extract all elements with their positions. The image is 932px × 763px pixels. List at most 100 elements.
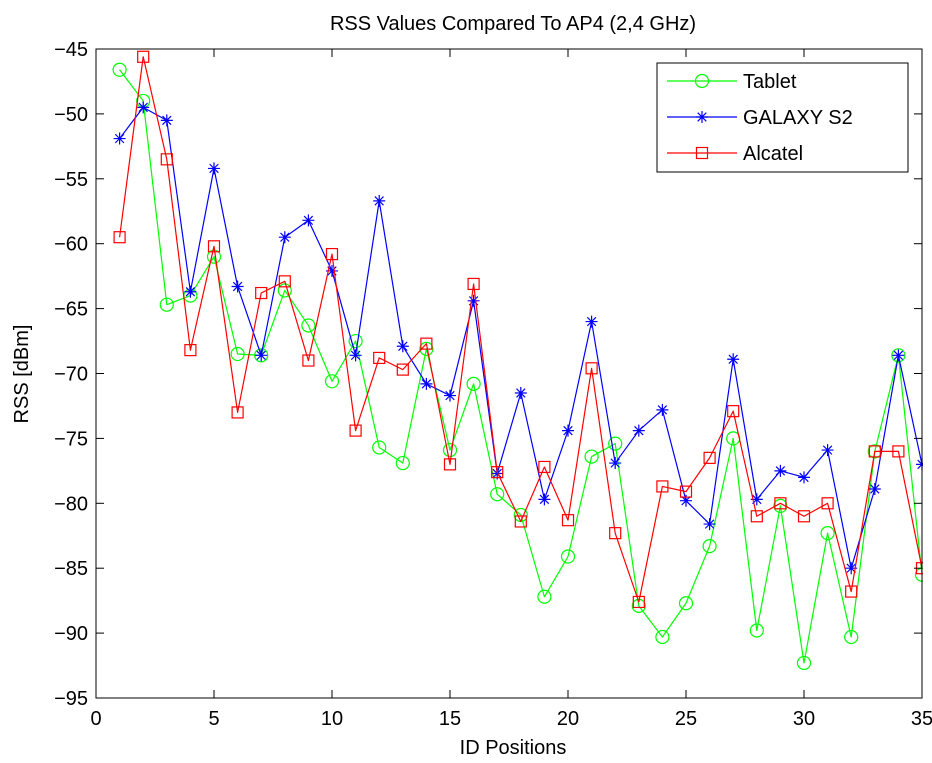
y-tick-label: −60 <box>54 234 88 256</box>
legend-entry-tablet: Tablet <box>667 71 797 93</box>
data-point-alcatel <box>160 153 173 166</box>
data-point-alcatel <box>703 451 716 464</box>
y-tick-label: −45 <box>54 39 88 61</box>
data-point-tablet <box>608 436 623 451</box>
data-point-galaxy-s2 <box>585 315 598 328</box>
x-tick-label: 35 <box>911 708 932 730</box>
data-point-alcatel <box>349 424 362 437</box>
data-point-tablet <box>749 623 764 638</box>
data-point-galaxy-s2 <box>113 132 126 145</box>
data-point-alcatel <box>774 497 787 510</box>
y-tick-label: −90 <box>54 623 88 645</box>
data-point-galaxy-s2 <box>774 464 787 477</box>
data-point-galaxy-s2 <box>892 349 905 362</box>
data-point-galaxy-s2 <box>396 340 409 353</box>
data-point-tablet <box>277 283 292 298</box>
data-point-alcatel <box>609 527 622 540</box>
data-point-tablet <box>230 346 245 362</box>
data-point-alcatel <box>302 354 315 367</box>
data-point-tablet <box>678 596 694 611</box>
x-axis-label: ID Positions <box>460 737 567 759</box>
data-point-tablet <box>301 318 316 333</box>
data-point-alcatel <box>420 337 433 350</box>
legend-label-tablet: Tablet <box>743 71 797 93</box>
y-axis-label: RSS [dBm] <box>11 325 33 424</box>
data-point-alcatel <box>113 231 126 244</box>
x-tick-label: 30 <box>793 708 815 730</box>
y-tick-label: −50 <box>54 104 88 126</box>
data-point-galaxy-s2 <box>845 562 858 575</box>
data-point-tablet <box>560 549 576 564</box>
data-point-alcatel <box>373 351 386 365</box>
y-tick-label: −95 <box>54 688 88 710</box>
data-point-tablet <box>844 629 859 645</box>
data-point-galaxy-s2 <box>184 285 197 298</box>
x-tick-label: 10 <box>321 708 343 730</box>
x-tick-label: 20 <box>557 708 579 730</box>
data-point-tablet <box>348 333 363 349</box>
y-tick-label: −85 <box>54 558 88 580</box>
x-tick-label: 0 <box>90 708 101 730</box>
legend-entry-alcatel: Alcatel <box>667 143 803 165</box>
data-point-alcatel <box>750 510 763 523</box>
data-point-tablet <box>655 629 670 645</box>
data-point-alcatel <box>561 514 575 527</box>
data-point-galaxy-s2 <box>302 214 315 227</box>
y-tick-label: −80 <box>54 493 88 515</box>
data-point-tablet <box>395 455 410 471</box>
data-point-tablet <box>796 655 812 671</box>
legend-label-galaxy-s2: GALAXY S2 <box>743 107 853 129</box>
data-point-galaxy-s2 <box>727 353 740 366</box>
data-point-alcatel <box>656 480 669 493</box>
data-point-galaxy-s2 <box>562 424 574 437</box>
data-point-galaxy-s2 <box>467 294 480 307</box>
data-point-galaxy-s2 <box>680 494 692 507</box>
data-point-galaxy-s2 <box>137 101 150 114</box>
chart-title: RSS Values Compared To AP4 (2,4 GHz) <box>330 13 696 35</box>
x-tick-label: 5 <box>208 708 219 730</box>
data-point-galaxy-s2 <box>798 471 810 484</box>
series-line-tablet <box>119 69 923 664</box>
data-point-alcatel <box>868 445 881 458</box>
data-point-alcatel <box>538 460 551 474</box>
data-point-alcatel <box>255 286 268 300</box>
data-point-tablet <box>537 589 552 604</box>
data-point-galaxy-s2 <box>255 349 268 362</box>
data-point-tablet <box>773 498 788 513</box>
data-point-alcatel <box>467 277 480 291</box>
data-point-alcatel <box>184 344 197 357</box>
data-point-galaxy-s2 <box>208 162 220 175</box>
data-point-alcatel <box>845 585 858 598</box>
x-tick-label: 25 <box>675 708 697 730</box>
data-point-galaxy-s2 <box>278 231 291 244</box>
y-tick-label: −70 <box>54 364 88 386</box>
y-tick-label: −65 <box>54 299 88 321</box>
legend-marker-tablet <box>694 73 710 89</box>
data-point-alcatel <box>514 515 527 528</box>
data-point-galaxy-s2 <box>373 194 386 207</box>
data-point-galaxy-s2 <box>514 386 527 399</box>
legend: Tablet GALAXY S2 Alcatel <box>656 62 909 173</box>
legend-marker-galaxy-s2 <box>696 111 708 123</box>
y-tick-label: −75 <box>54 428 88 450</box>
data-point-alcatel <box>443 458 457 471</box>
data-point-galaxy-s2 <box>609 457 622 470</box>
data-point-alcatel <box>679 485 693 498</box>
data-point-tablet <box>324 374 340 389</box>
data-point-tablet <box>490 487 505 502</box>
legend-entry-galaxy-s2: GALAXY S2 <box>667 107 853 129</box>
data-point-tablet <box>820 526 835 541</box>
data-point-tablet <box>112 62 127 77</box>
data-point-galaxy-s2 <box>703 518 716 531</box>
series-line-alcatel <box>119 56 923 603</box>
data-point-tablet <box>419 341 434 356</box>
data-point-tablet <box>466 376 481 391</box>
data-point-alcatel <box>821 497 834 510</box>
data-point-alcatel <box>137 50 150 63</box>
data-point-galaxy-s2 <box>160 114 173 127</box>
data-point-galaxy-s2 <box>231 280 244 293</box>
data-point-tablet <box>372 440 387 455</box>
legend-label-alcatel: Alcatel <box>743 143 803 165</box>
data-point-alcatel <box>797 510 811 523</box>
data-point-alcatel <box>278 275 291 288</box>
